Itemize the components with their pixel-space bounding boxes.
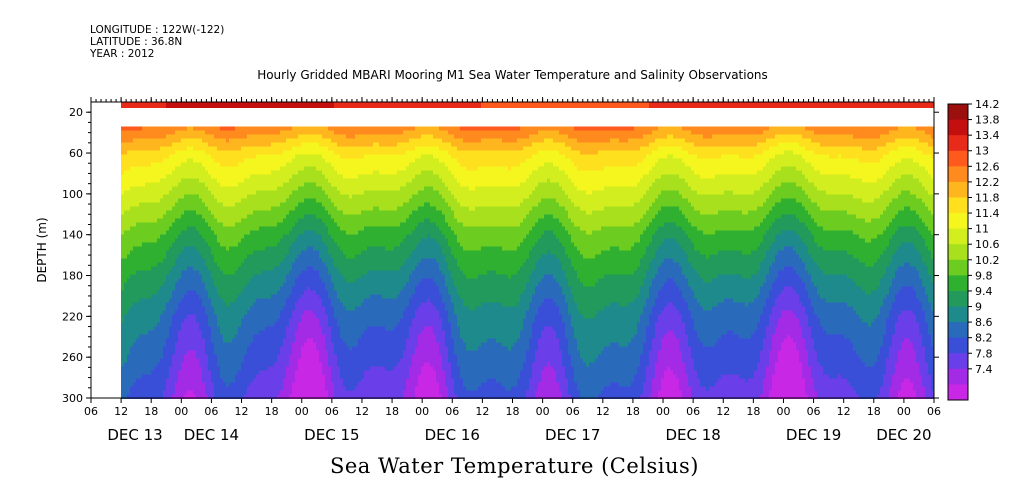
colorbar-swatch xyxy=(948,182,968,198)
x-tick-label: 18 xyxy=(385,405,399,418)
x-tick-label: 18 xyxy=(144,405,158,418)
x-tick-label: 00 xyxy=(776,405,790,418)
x-tick-label: 06 xyxy=(445,405,459,418)
y-tick-label: 140 xyxy=(62,229,83,242)
colorbar-swatch xyxy=(948,197,968,213)
colorbar-label: 7.4 xyxy=(975,363,993,376)
x-tick-label: 18 xyxy=(746,405,760,418)
colorbar-label: 10.2 xyxy=(975,254,1000,267)
x-tick-label: 06 xyxy=(927,405,941,418)
x-day-label: DEC 19 xyxy=(786,426,841,444)
x-tick-label: 12 xyxy=(716,405,730,418)
colorbar-label: 11 xyxy=(975,223,989,236)
colorbar-label: 13.8 xyxy=(975,114,1000,127)
colorbar-swatch xyxy=(948,120,968,136)
y-tick-label: 180 xyxy=(62,270,83,283)
colorbar-swatch xyxy=(948,338,968,354)
colorbar: 14.2 13.8 13.4 13 12.6 12.2 11.8 11.4 11 10.6 10.2… xyxy=(948,98,1000,401)
colorbar-swatch xyxy=(948,307,968,323)
x-day-label: DEC 13 xyxy=(107,426,162,444)
x-tick-label: 00 xyxy=(174,405,188,418)
colorbar-label: 8.2 xyxy=(975,332,993,345)
x-day-label: DEC 14 xyxy=(184,426,239,444)
x-tick-label: 00 xyxy=(897,405,911,418)
colorbar-swatch xyxy=(948,369,968,385)
colorbar-label: 12.6 xyxy=(975,160,1000,173)
x-tick-label: 12 xyxy=(114,405,128,418)
x-tick-label: 00 xyxy=(656,405,670,418)
x-day-label: DEC 18 xyxy=(665,426,720,444)
x-day-label: DEC 20 xyxy=(876,426,931,444)
x-tick-label: 06 xyxy=(325,405,339,418)
colorbar-swatch xyxy=(948,384,968,400)
x-day-label: DEC 15 xyxy=(304,426,359,444)
colorbar-swatch xyxy=(948,260,968,276)
colorbar-label: 11.4 xyxy=(975,207,1000,220)
temperature-field xyxy=(91,102,935,399)
colorbar-swatch xyxy=(948,213,968,229)
colorbar-label: 12.2 xyxy=(975,176,1000,189)
y-tick-label: 300 xyxy=(62,392,83,405)
x-tick-label: 06 xyxy=(807,405,821,418)
x-tick-label: 18 xyxy=(265,405,279,418)
colorbar-swatch xyxy=(948,166,968,182)
colorbar-swatch xyxy=(948,353,968,369)
colorbar-label: 9.8 xyxy=(975,269,993,282)
colorbar-swatch xyxy=(948,135,968,151)
x-tick-label: 06 xyxy=(566,405,580,418)
x-tick-label: 18 xyxy=(626,405,640,418)
y-tick-label: 220 xyxy=(62,310,83,323)
colorbar-swatch xyxy=(948,322,968,338)
x-tick-label: 06 xyxy=(686,405,700,418)
colorbar-swatch xyxy=(948,151,968,167)
colorbar-label: 13 xyxy=(975,145,989,158)
y-tick-label: 60 xyxy=(69,147,83,160)
colorbar-label: 14.2 xyxy=(975,98,1000,111)
x-tick-label: 00 xyxy=(536,405,550,418)
y-tick-label: 100 xyxy=(62,188,83,201)
colorbar-swatch xyxy=(948,275,968,291)
colorbar-label: 7.8 xyxy=(975,347,993,360)
colorbar-label: 9 xyxy=(975,301,982,314)
x-tick-label: 06 xyxy=(204,405,218,418)
x-axis-title: Sea Water Temperature (Celsius) xyxy=(0,454,1009,478)
x-tick-label: 06 xyxy=(84,405,98,418)
colorbar-swatch xyxy=(948,229,968,245)
x-tick-label: 00 xyxy=(295,405,309,418)
x-tick-label: 12 xyxy=(355,405,369,418)
colorbar-label: 11.8 xyxy=(975,191,1000,204)
x-tick-label: 12 xyxy=(475,405,489,418)
y-axis-label: DEPTH (m) xyxy=(35,217,49,282)
colorbar-swatch xyxy=(948,244,968,260)
x-tick-label: 18 xyxy=(867,405,881,418)
y-tick-label: 260 xyxy=(62,351,83,364)
x-tick-label: 00 xyxy=(415,405,429,418)
x-tick-label: 18 xyxy=(506,405,520,418)
colorbar-label: 13.4 xyxy=(975,129,1000,142)
x-tick-label: 12 xyxy=(235,405,249,418)
colorbar-label: 9.4 xyxy=(975,285,993,298)
x-tick-label: 12 xyxy=(837,405,851,418)
y-tick-label: 20 xyxy=(69,106,83,119)
x-day-label: DEC 17 xyxy=(545,426,600,444)
colorbar-swatch xyxy=(948,291,968,307)
x-tick-label: 12 xyxy=(596,405,610,418)
x-day-label: DEC 16 xyxy=(425,426,480,444)
colorbar-swatch xyxy=(948,104,968,120)
colorbar-label: 10.6 xyxy=(975,238,1000,251)
colorbar-label: 8.6 xyxy=(975,316,993,329)
